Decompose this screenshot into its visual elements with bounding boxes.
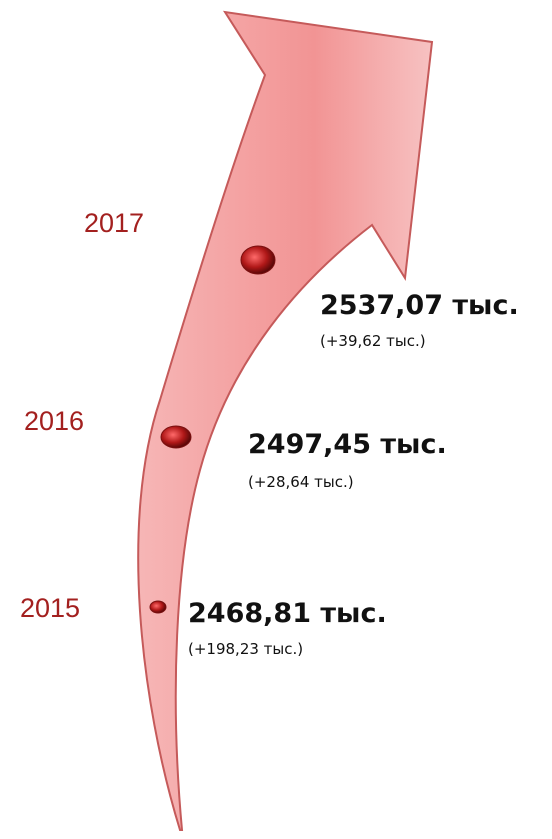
value: 2468,81 тыс.: [188, 598, 387, 629]
marker: [241, 246, 275, 274]
marker: [150, 601, 166, 613]
value: 2497,45 тыс.: [248, 429, 447, 460]
year: 2016: [24, 406, 84, 436]
infographic: 2017 2537,07 тыс. (+39,62 тыс.) 2016 249…: [0, 0, 552, 839]
change: (+198,23 тыс.): [188, 640, 303, 658]
marker: [161, 426, 191, 448]
year: 2015: [20, 593, 80, 623]
year: 2017: [84, 208, 144, 238]
change: (+39,62 тыс.): [320, 332, 426, 350]
arrow: [138, 12, 432, 830]
change: (+28,64 тыс.): [248, 473, 354, 491]
value: 2537,07 тыс.: [320, 290, 519, 321]
